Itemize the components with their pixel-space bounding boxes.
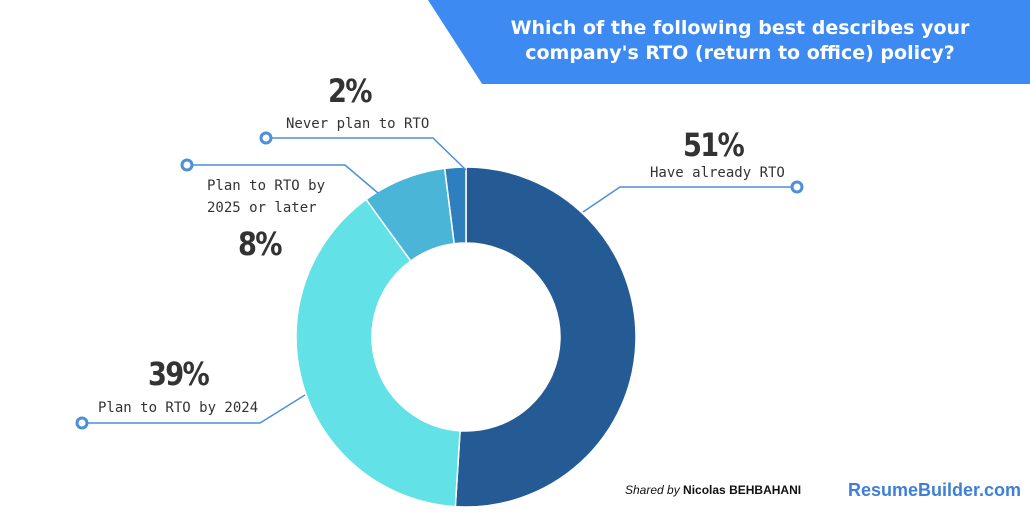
leader-plan-2024-line [82,394,306,424]
leader-plan-2024-dot [75,416,89,430]
brand-logo-text: ResumeBuilder.com [848,480,1022,500]
leader-plan-2025-line [187,164,379,194]
never-category-label: Never plan to RTO [286,116,430,132]
leader-plan-2025-dot [180,158,194,172]
donut-slice-plan-to-rto-by-2024 [295,198,461,508]
shared-by-name: Nicolas BEHBAHANI [683,483,802,497]
leader-have-already-line [582,186,797,213]
donut-slice-have-already-rto [454,166,637,508]
shared-by-prefix: Shared by [625,483,680,497]
never-percent-label: 2% [328,72,372,110]
shared-by-credit: Shared by Nicolas BEHBAHANI [625,483,801,497]
chart-title: Which of the following best describes yo… [510,17,970,64]
plan-2024-percent-label: 39% [148,355,210,393]
plan-2024-category-label: Plan to RTO by 2024 [98,400,259,416]
leader-never-line [266,137,467,171]
leader-lines [75,131,804,430]
have-already-category-label: Have already RTO [650,165,785,181]
have-already-percent-label: 51% [683,126,745,164]
leader-have-already-dot [790,180,804,194]
donut-slices [295,166,637,508]
title-banner [428,0,1030,84]
plan-2025-category-label-line2: 2025 or later [207,200,317,216]
plan-2025-category-label-line1: Plan to RTO by [207,178,326,194]
leader-never-dot [259,131,273,145]
plan-2025-percent-label: 8% [238,225,282,263]
donut-slice-never-plan-to-rto [443,166,467,245]
